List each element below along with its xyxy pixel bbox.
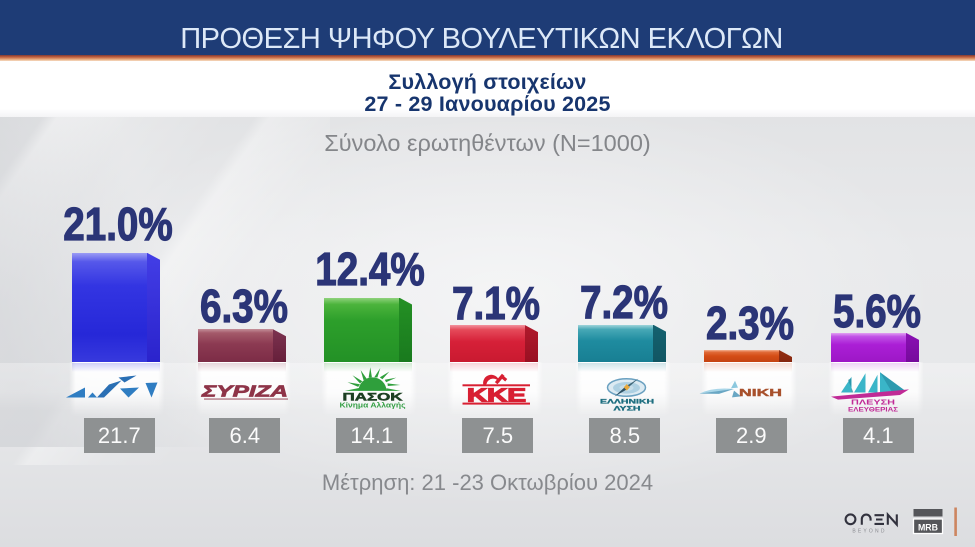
svg-text:ΠΑΣΟΚ: ΠΑΣΟΚ xyxy=(343,392,403,404)
svg-text:ΛΥΣΗ: ΛΥΣΗ xyxy=(614,405,642,412)
svg-text:ΚΚΕ: ΚΚΕ xyxy=(467,386,526,406)
svg-text:ΠΛΕΥΣΗ: ΠΛΕΥΣΗ xyxy=(851,397,895,406)
svg-text:ΝΙΚΗ: ΝΙΚΗ xyxy=(739,388,782,399)
svg-text:ΕΛΕΥΘΕΡΙΑΣ: ΕΛΕΥΘΕΡΙΑΣ xyxy=(848,407,898,414)
svg-text:Κίνημα Αλλαγής: Κίνημα Αλλαγής xyxy=(340,401,406,410)
svg-text:MRB: MRB xyxy=(918,522,938,532)
svg-text:BEYOND: BEYOND xyxy=(852,529,886,535)
svg-text:ΣΥΡΙΖΑ: ΣΥΡΙΖΑ xyxy=(200,384,288,401)
svg-text:ΕΛΛΗΝΙΚΗ: ΕΛΛΗΝΙΚΗ xyxy=(600,399,655,406)
